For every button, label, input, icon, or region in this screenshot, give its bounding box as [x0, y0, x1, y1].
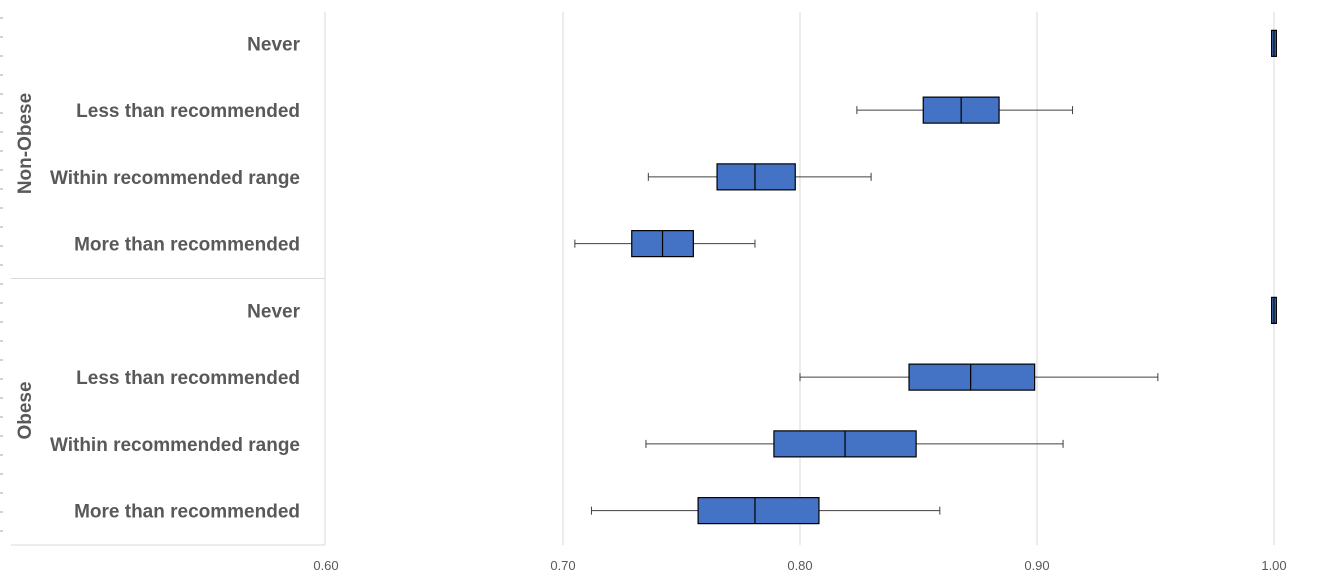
category-label: Within recommended range	[50, 168, 300, 189]
gridlines	[562, 12, 1275, 545]
box-plot-item	[1271, 296, 1277, 324]
box-plot-item	[574, 230, 756, 258]
category-label: More than recommended	[74, 502, 300, 523]
category-axis-frame	[0, 12, 326, 546]
category-label: Less than recommended	[76, 101, 300, 122]
box-iqr	[908, 363, 1036, 391]
x-tick-label: 0.90	[1024, 558, 1049, 573]
box-plot-item	[645, 430, 1064, 458]
box-plot-item	[1271, 29, 1277, 57]
category-label: Less than recommended	[76, 368, 300, 389]
group-label: Obese	[15, 381, 36, 439]
category-label: Never	[247, 34, 300, 55]
x-tick-label: 1.00	[1261, 558, 1286, 573]
category-labels: Never Less than recommended Within recomme…	[50, 34, 301, 522]
group-labels: Non-Obese Obese	[15, 93, 36, 440]
x-tick-label: 0.70	[550, 558, 575, 573]
box-iqr	[697, 497, 820, 525]
category-label: Never	[247, 301, 300, 322]
x-tick-label: 0.80	[787, 558, 812, 573]
box-plot-item	[856, 96, 1074, 124]
box-series	[574, 29, 1277, 525]
category-label: Within recommended range	[50, 435, 300, 456]
box-plot-item	[647, 163, 872, 191]
x-tick-label: 0.60	[313, 558, 338, 573]
group-label: Non-Obese	[15, 93, 36, 194]
box-iqr	[716, 163, 796, 191]
category-label: More than recommended	[74, 235, 300, 256]
x-axis-tick-labels: 0.60 0.70 0.80 0.90 1.00	[313, 558, 1286, 573]
box-plot-item	[590, 497, 941, 525]
box-plot-item	[799, 363, 1159, 391]
